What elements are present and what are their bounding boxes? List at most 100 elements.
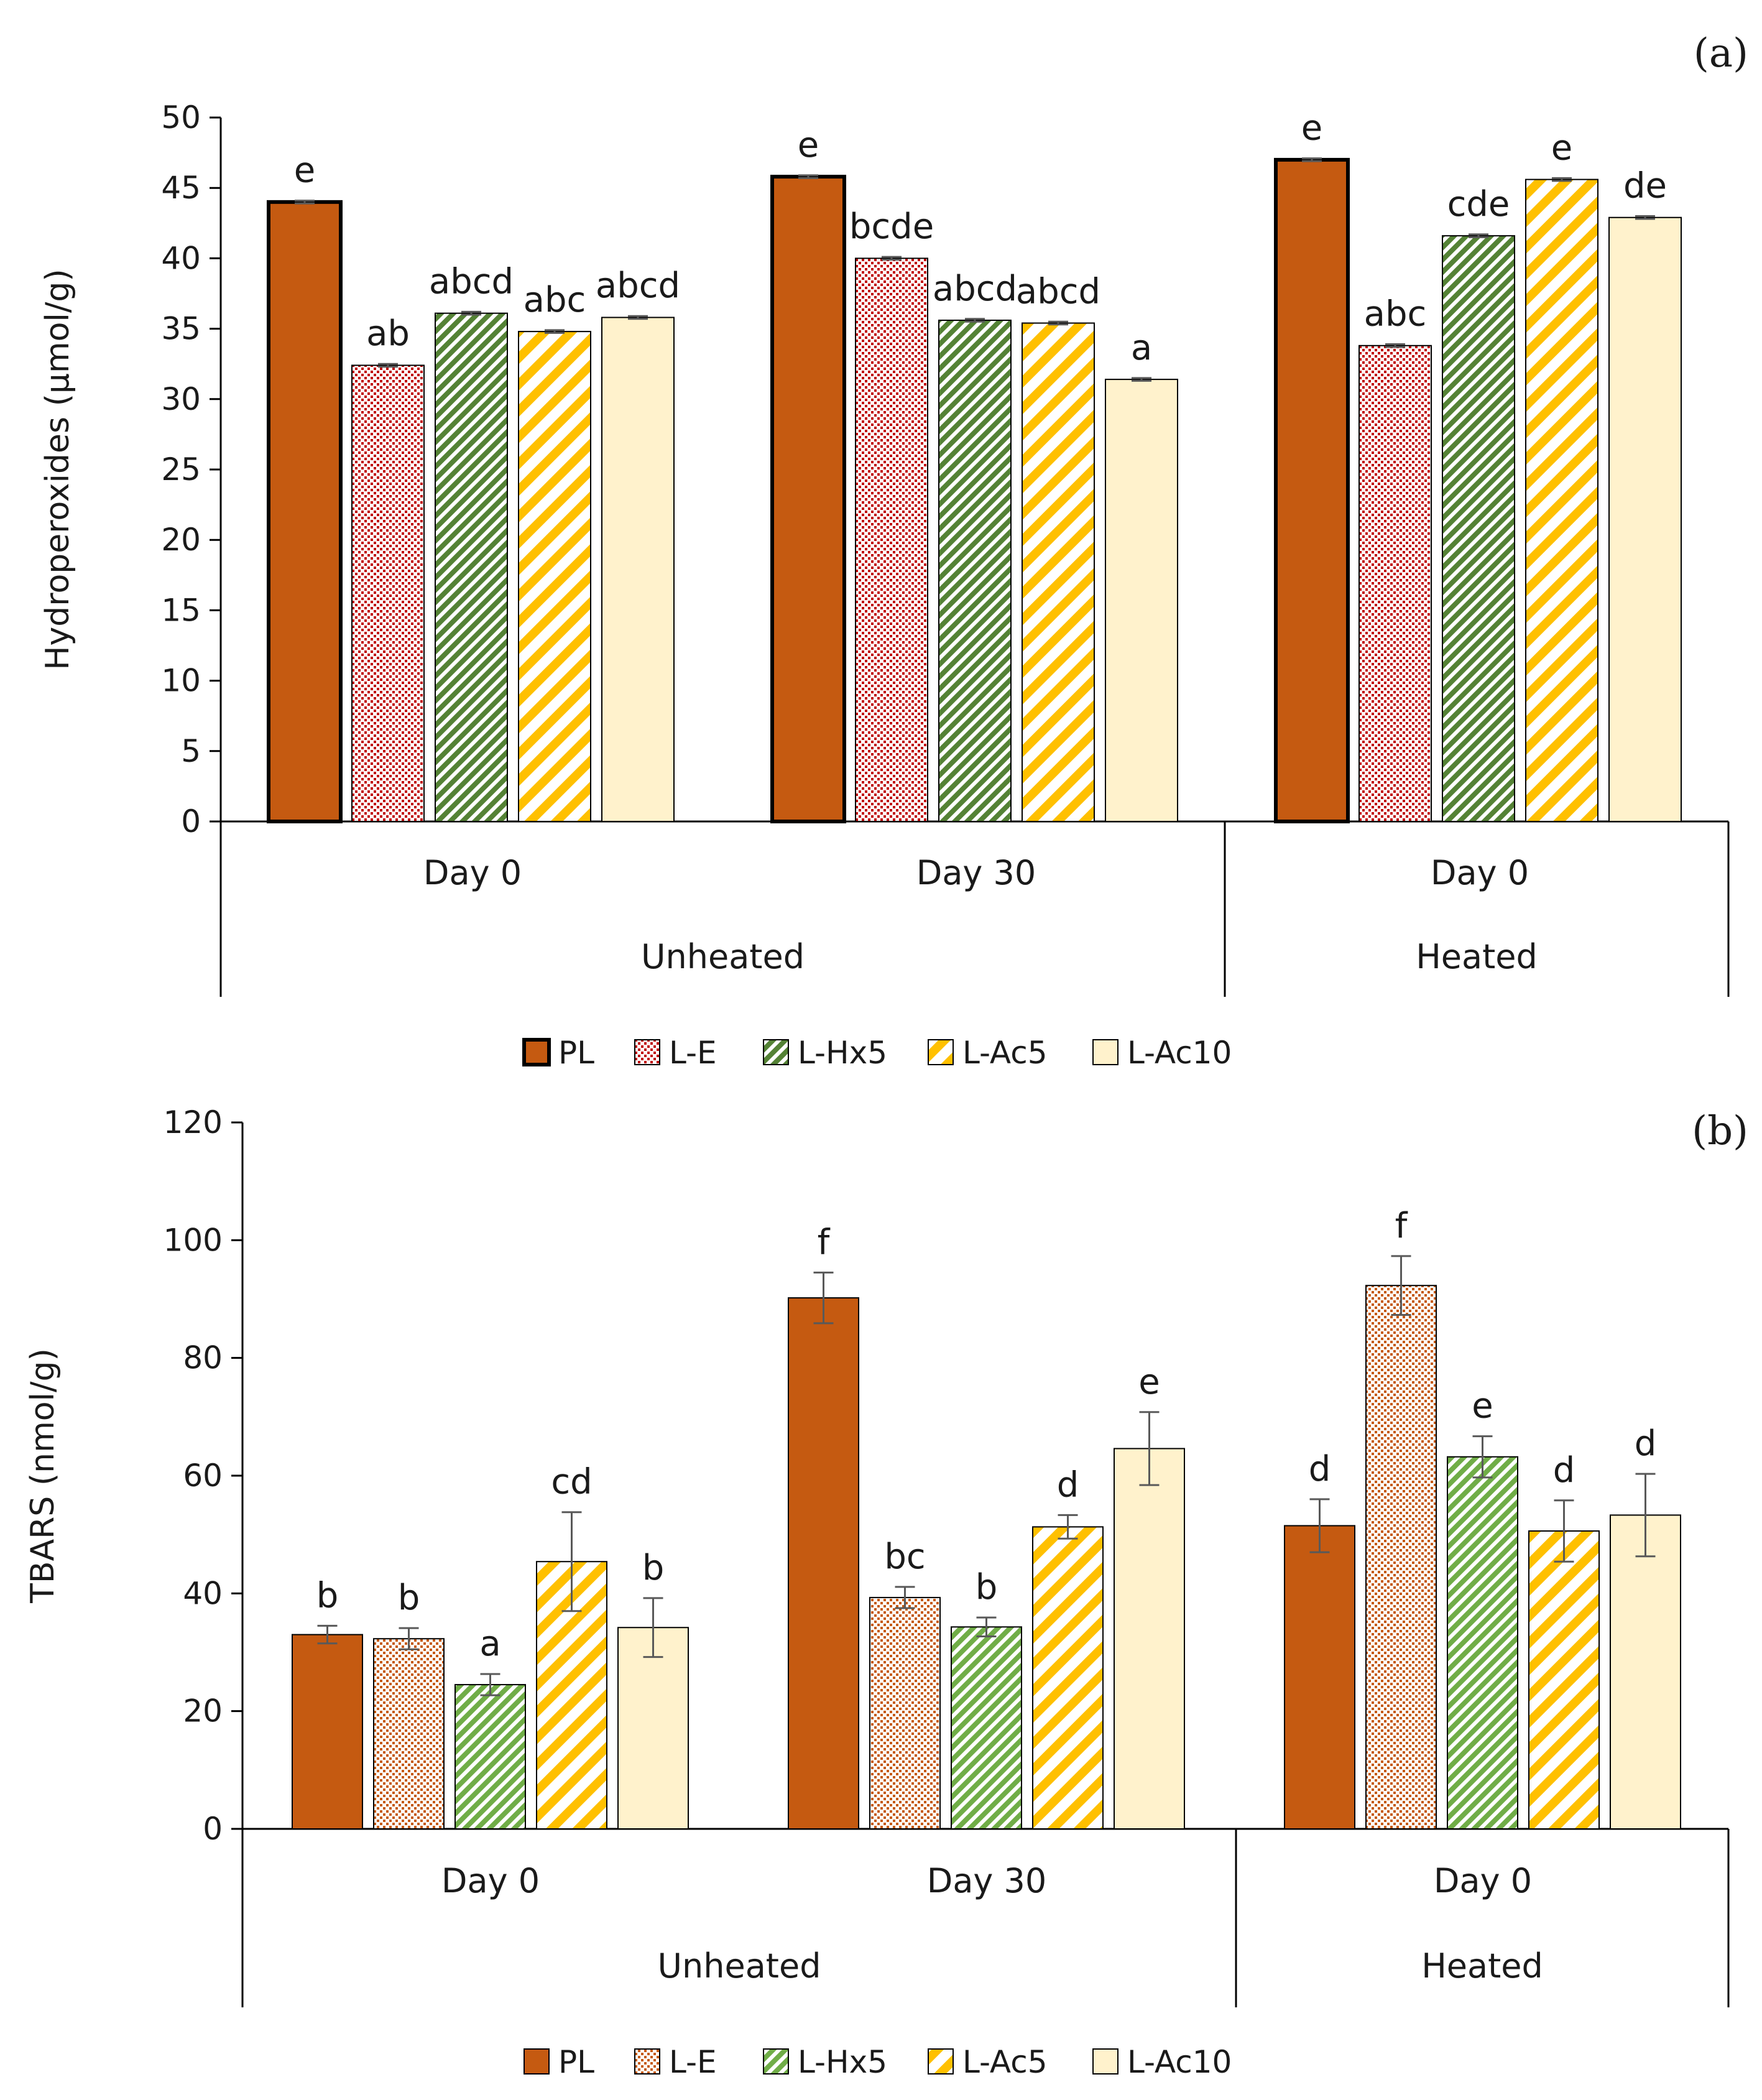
bar-l-hx5 (454, 1684, 526, 1829)
legend-label: L-Ac10 (1127, 2044, 1232, 2080)
legend-swatch-l-ac5 (928, 1039, 954, 1065)
y-tick-label: 25 (161, 451, 201, 488)
bar-l-ac5 (1022, 322, 1095, 822)
bar-l-hx5 (1447, 1456, 1518, 1830)
bar-l-ac10 (1105, 379, 1178, 822)
bar-l-ac10 (601, 317, 675, 823)
bar-pl (770, 175, 846, 823)
y-tick-label: 50 (161, 99, 201, 136)
bar-l-e (869, 1596, 941, 1829)
category-label: Day 0 (441, 1861, 540, 1900)
legend-label: L-Ac5 (962, 2044, 1048, 2080)
legend-swatch-pl (524, 2048, 550, 2075)
y-tick-label: 0 (203, 1811, 223, 1847)
group-label: Unheated (658, 1946, 821, 1986)
bar-l-hx5 (1442, 235, 1515, 822)
y-tick-label: 30 (161, 381, 201, 417)
legend-swatch-l-ac5 (928, 2048, 954, 2075)
y-tick-label: 60 (183, 1458, 223, 1494)
legend-swatch-l-e (634, 1039, 660, 1065)
category-label: Day 0 (1431, 853, 1529, 892)
bar-pl (1274, 157, 1350, 823)
y-tick-label: 20 (183, 1693, 223, 1729)
y-tick-label: 10 (161, 663, 201, 699)
bar-l-e (1358, 345, 1432, 822)
legend-label: L-Ac10 (1127, 1035, 1232, 1071)
bar-pl (788, 1297, 859, 1829)
bar-l-ac10 (1610, 1514, 1681, 1830)
group-label: Heated (1416, 937, 1538, 976)
legend-label: L-Ac5 (962, 1035, 1048, 1071)
significance-letter: b (976, 1567, 998, 1607)
panel-label: (a) (1694, 30, 1748, 76)
y-tick-label: 5 (181, 733, 201, 769)
y-tick-label: 40 (183, 1575, 223, 1611)
bar-l-e (855, 257, 928, 822)
significance-letter: abcd (1016, 271, 1100, 312)
bar-l-hx5 (938, 320, 1012, 822)
significance-letter: abc (524, 280, 586, 320)
significance-letter: f (1395, 1206, 1408, 1246)
significance-letter: cde (1447, 184, 1510, 224)
significance-letter: d (1635, 1423, 1657, 1464)
significance-letter: a (1131, 328, 1152, 368)
bar-pl (267, 200, 343, 823)
bar-l-ac5 (1528, 1530, 1600, 1829)
legend-label: L-E (669, 2044, 717, 2080)
significance-letter: bc (884, 1537, 925, 1577)
significance-letter: d (1553, 1450, 1575, 1491)
chart-tbars: (b) 0 20 40 60 80 100 120 TBARS (nmol/g) Day 0 Day… (24, 1104, 1748, 2080)
category-label: Day 0 (423, 853, 522, 892)
significance-letter: e (1138, 1362, 1160, 1402)
group-label: Unheated (641, 937, 805, 976)
legend-swatch-l-hx5 (763, 2048, 789, 2075)
significance-letter: e (798, 125, 819, 165)
significance-letter: b (642, 1548, 665, 1588)
y-axis-title: TBARS (nmol/g) (24, 1348, 62, 1604)
y-tick-label: 120 (164, 1104, 223, 1140)
bar-l-e (351, 364, 425, 822)
legend-swatch-l-hx5 (763, 1039, 789, 1065)
significance-letter: e (1551, 127, 1572, 168)
y-tick-label: 35 (161, 311, 201, 347)
y-tick-label: 40 (161, 240, 201, 276)
category-label: Day 30 (916, 853, 1036, 892)
bar-l-hx5 (435, 312, 508, 823)
significance-letter: abcd (429, 261, 514, 302)
legend-swatch-l-ac10 (1092, 1039, 1119, 1065)
y-tick-label: 80 (183, 1340, 223, 1376)
legend-label: PL (558, 1035, 594, 1071)
chart-hydroperoxides: (a) 0 5 10 15 20 25 30 35 40 45 50 Hydroperoxides (µ… (39, 30, 1748, 1071)
y-tick-label: 20 (161, 522, 201, 558)
legend-label: L-Hx5 (798, 2044, 887, 2080)
y-axis-title: Hydroperoxides (µmol/g) (39, 269, 76, 670)
y-tick-label: 45 (161, 170, 201, 206)
bar-pl (292, 1634, 363, 1830)
significance-letter: d (1309, 1449, 1331, 1489)
category-label: Day 30 (927, 1861, 1047, 1900)
significance-letter: ab (366, 313, 410, 354)
legend-swatch-l-e (634, 2048, 660, 2075)
bar-l-hx5 (951, 1626, 1022, 1829)
bar-l-ac10 (1114, 1448, 1185, 1830)
legend-label: PL (558, 2044, 594, 2080)
significance-letter: abc (1364, 294, 1427, 335)
group-label: Heated (1421, 1946, 1543, 1986)
category-label: Day 0 (1434, 1861, 1532, 1900)
y-tick-label: 15 (161, 592, 201, 628)
bar-l-ac10 (1608, 216, 1682, 822)
legend-label: L-E (669, 1035, 717, 1071)
significance-letter: a (479, 1624, 500, 1664)
bar-l-ac5 (1032, 1526, 1104, 1830)
significance-letter: cd (551, 1462, 592, 1502)
y-tick-label: 0 (181, 803, 201, 840)
legend-swatch-pl (522, 1038, 551, 1066)
panel-label: (b) (1692, 1108, 1748, 1154)
significance-letter: d (1057, 1464, 1079, 1505)
significance-letter: abcd (933, 269, 1017, 309)
legend-label: L-Hx5 (798, 1035, 887, 1071)
significance-letter: de (1623, 165, 1667, 206)
bar-l-e (1365, 1285, 1437, 1829)
bar-l-ac5 (518, 331, 591, 822)
